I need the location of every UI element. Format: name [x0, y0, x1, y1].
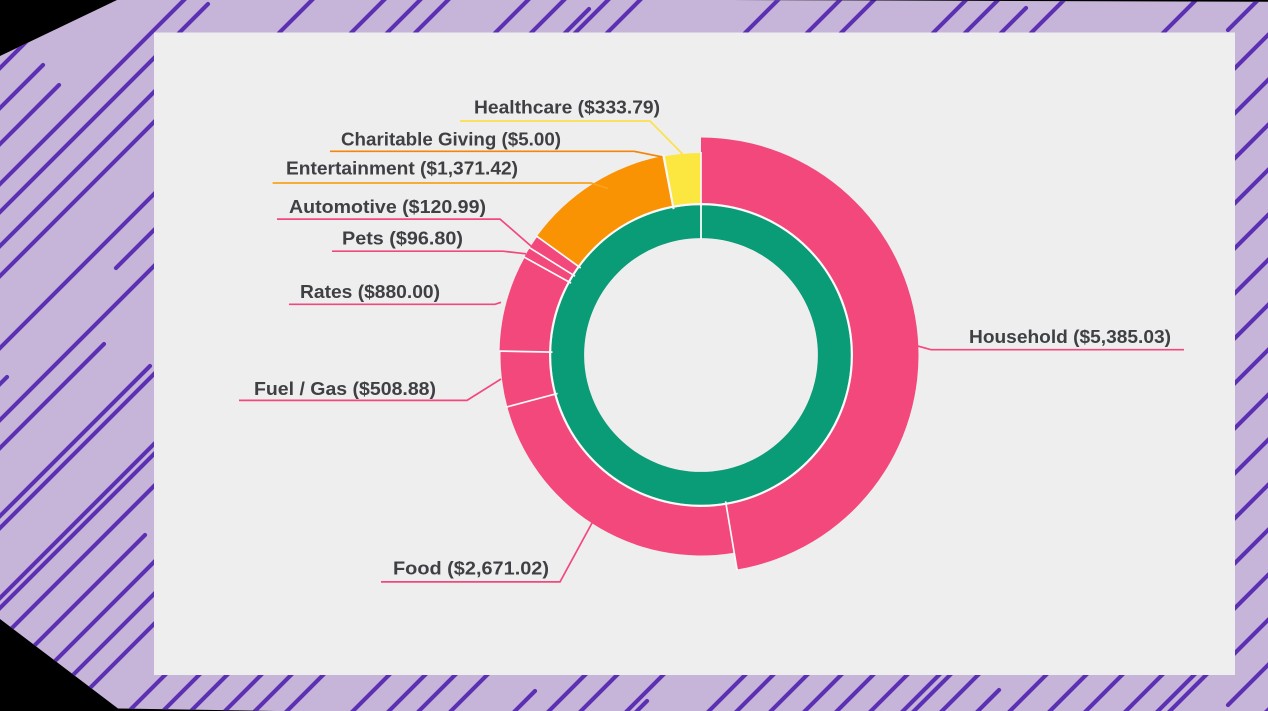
svg-text:Automotive ($120.99): Automotive ($120.99) [289, 197, 486, 217]
svg-text:Pets ($96.80): Pets ($96.80) [342, 229, 463, 249]
svg-text:Charitable Giving ($5.00): Charitable Giving ($5.00) [341, 129, 561, 149]
svg-text:Household ($5,385.03): Household ($5,385.03) [969, 327, 1171, 347]
svg-text:Food ($2,671.02): Food ($2,671.02) [393, 559, 549, 579]
svg-text:Rates ($880.00): Rates ($880.00) [300, 282, 440, 302]
svg-text:Fuel / Gas ($508.88): Fuel / Gas ($508.88) [254, 379, 436, 399]
svg-text:Healthcare ($333.79): Healthcare ($333.79) [474, 97, 660, 117]
svg-text:Entertainment ($1,371.42): Entertainment ($1,371.42) [286, 159, 518, 179]
